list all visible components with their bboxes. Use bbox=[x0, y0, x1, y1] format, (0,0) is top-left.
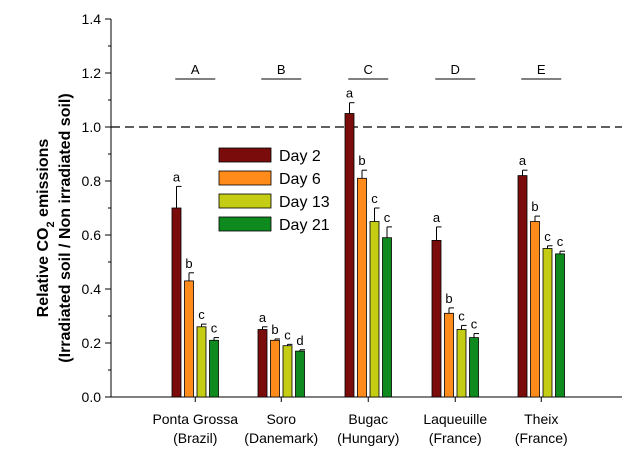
bar bbox=[530, 221, 540, 398]
significance-letter: b bbox=[445, 291, 452, 306]
legend-label: Day 21 bbox=[279, 217, 330, 234]
significance-letter: c bbox=[371, 191, 378, 206]
bar bbox=[209, 339, 219, 398]
y-tick-label: 0.6 bbox=[82, 227, 102, 243]
x-category-label: Soro bbox=[266, 411, 296, 427]
y-tick-label: 0.8 bbox=[82, 173, 102, 189]
bar bbox=[456, 329, 467, 398]
bar bbox=[357, 177, 367, 398]
significance-letter: c bbox=[471, 317, 478, 332]
bar bbox=[282, 345, 293, 398]
legend-swatch bbox=[218, 193, 272, 209]
bar bbox=[344, 113, 355, 398]
bar bbox=[257, 329, 268, 398]
x-category-sublabel: (Danemark) bbox=[244, 430, 318, 446]
bar bbox=[469, 337, 479, 398]
y-axis-title-line1: Relative CO2 emissions bbox=[35, 139, 57, 318]
significance-letter: c bbox=[544, 229, 551, 244]
significance-letter: c bbox=[211, 321, 218, 336]
significance-letter: c bbox=[458, 308, 465, 323]
significance-letter: b bbox=[271, 322, 278, 337]
significance-letter: a bbox=[259, 310, 267, 325]
x-category-label: Bugac bbox=[348, 411, 388, 427]
x-category-sublabel: (France) bbox=[515, 430, 568, 446]
significance-letter: a bbox=[346, 86, 354, 101]
bar bbox=[444, 312, 454, 398]
x-category-sublabel: (Hungary) bbox=[337, 430, 399, 446]
bar bbox=[270, 339, 280, 398]
legend-label: Day 6 bbox=[279, 171, 321, 188]
y-axis-title-tail: emissions bbox=[35, 139, 52, 222]
y-tick-label: 1.4 bbox=[82, 11, 102, 27]
significance-letter: a bbox=[433, 210, 441, 225]
significance-letter: c bbox=[557, 234, 564, 249]
group-label: A bbox=[191, 62, 200, 77]
bar bbox=[431, 239, 442, 398]
y-tick-label: 1.0 bbox=[82, 119, 102, 135]
y-tick-label: 0.0 bbox=[82, 389, 102, 405]
bar bbox=[542, 248, 553, 398]
group-label: D bbox=[451, 62, 460, 77]
y-axis-title-main: Relative CO bbox=[35, 228, 52, 318]
y-tick-label: 0.4 bbox=[82, 281, 102, 297]
legend-swatch bbox=[218, 147, 272, 163]
significance-letter: a bbox=[519, 153, 527, 168]
bar bbox=[517, 175, 528, 398]
bar bbox=[369, 221, 380, 398]
significance-letter: c bbox=[384, 210, 391, 225]
x-category-label: Laqueuille bbox=[423, 411, 487, 427]
y-axis-title-subscript: 2 bbox=[45, 221, 57, 227]
y-axis-title-line2: (Irradiated soil / Non irradiated soil) bbox=[57, 93, 74, 362]
group-label: E bbox=[537, 62, 546, 77]
x-category-sublabel: (France) bbox=[429, 430, 482, 446]
significance-letter: d bbox=[296, 333, 303, 348]
legend-label: Day 2 bbox=[279, 148, 321, 165]
legend-swatch bbox=[218, 170, 272, 186]
significance-letter: c bbox=[198, 307, 205, 322]
group-label: C bbox=[364, 62, 373, 77]
significance-letter: b bbox=[185, 256, 192, 271]
bar bbox=[184, 280, 194, 398]
bar bbox=[171, 207, 182, 398]
x-category-sublabel: (Brazil) bbox=[173, 430, 217, 446]
bar bbox=[295, 350, 305, 398]
significance-letter: b bbox=[531, 199, 538, 214]
significance-letter: b bbox=[358, 153, 365, 168]
bar bbox=[196, 326, 207, 398]
significance-letter: a bbox=[173, 169, 181, 184]
bar bbox=[382, 237, 392, 398]
group-label: B bbox=[277, 62, 286, 77]
significance-letter: c bbox=[284, 327, 291, 342]
bar bbox=[555, 253, 565, 398]
x-category-label: Ponta Grossa bbox=[152, 411, 238, 427]
x-category-label: Theix bbox=[524, 411, 558, 427]
legend-swatch bbox=[218, 216, 272, 232]
y-tick-label: 1.2 bbox=[82, 65, 102, 81]
legend-label: Day 13 bbox=[279, 194, 330, 211]
y-tick-label: 0.2 bbox=[82, 335, 102, 351]
